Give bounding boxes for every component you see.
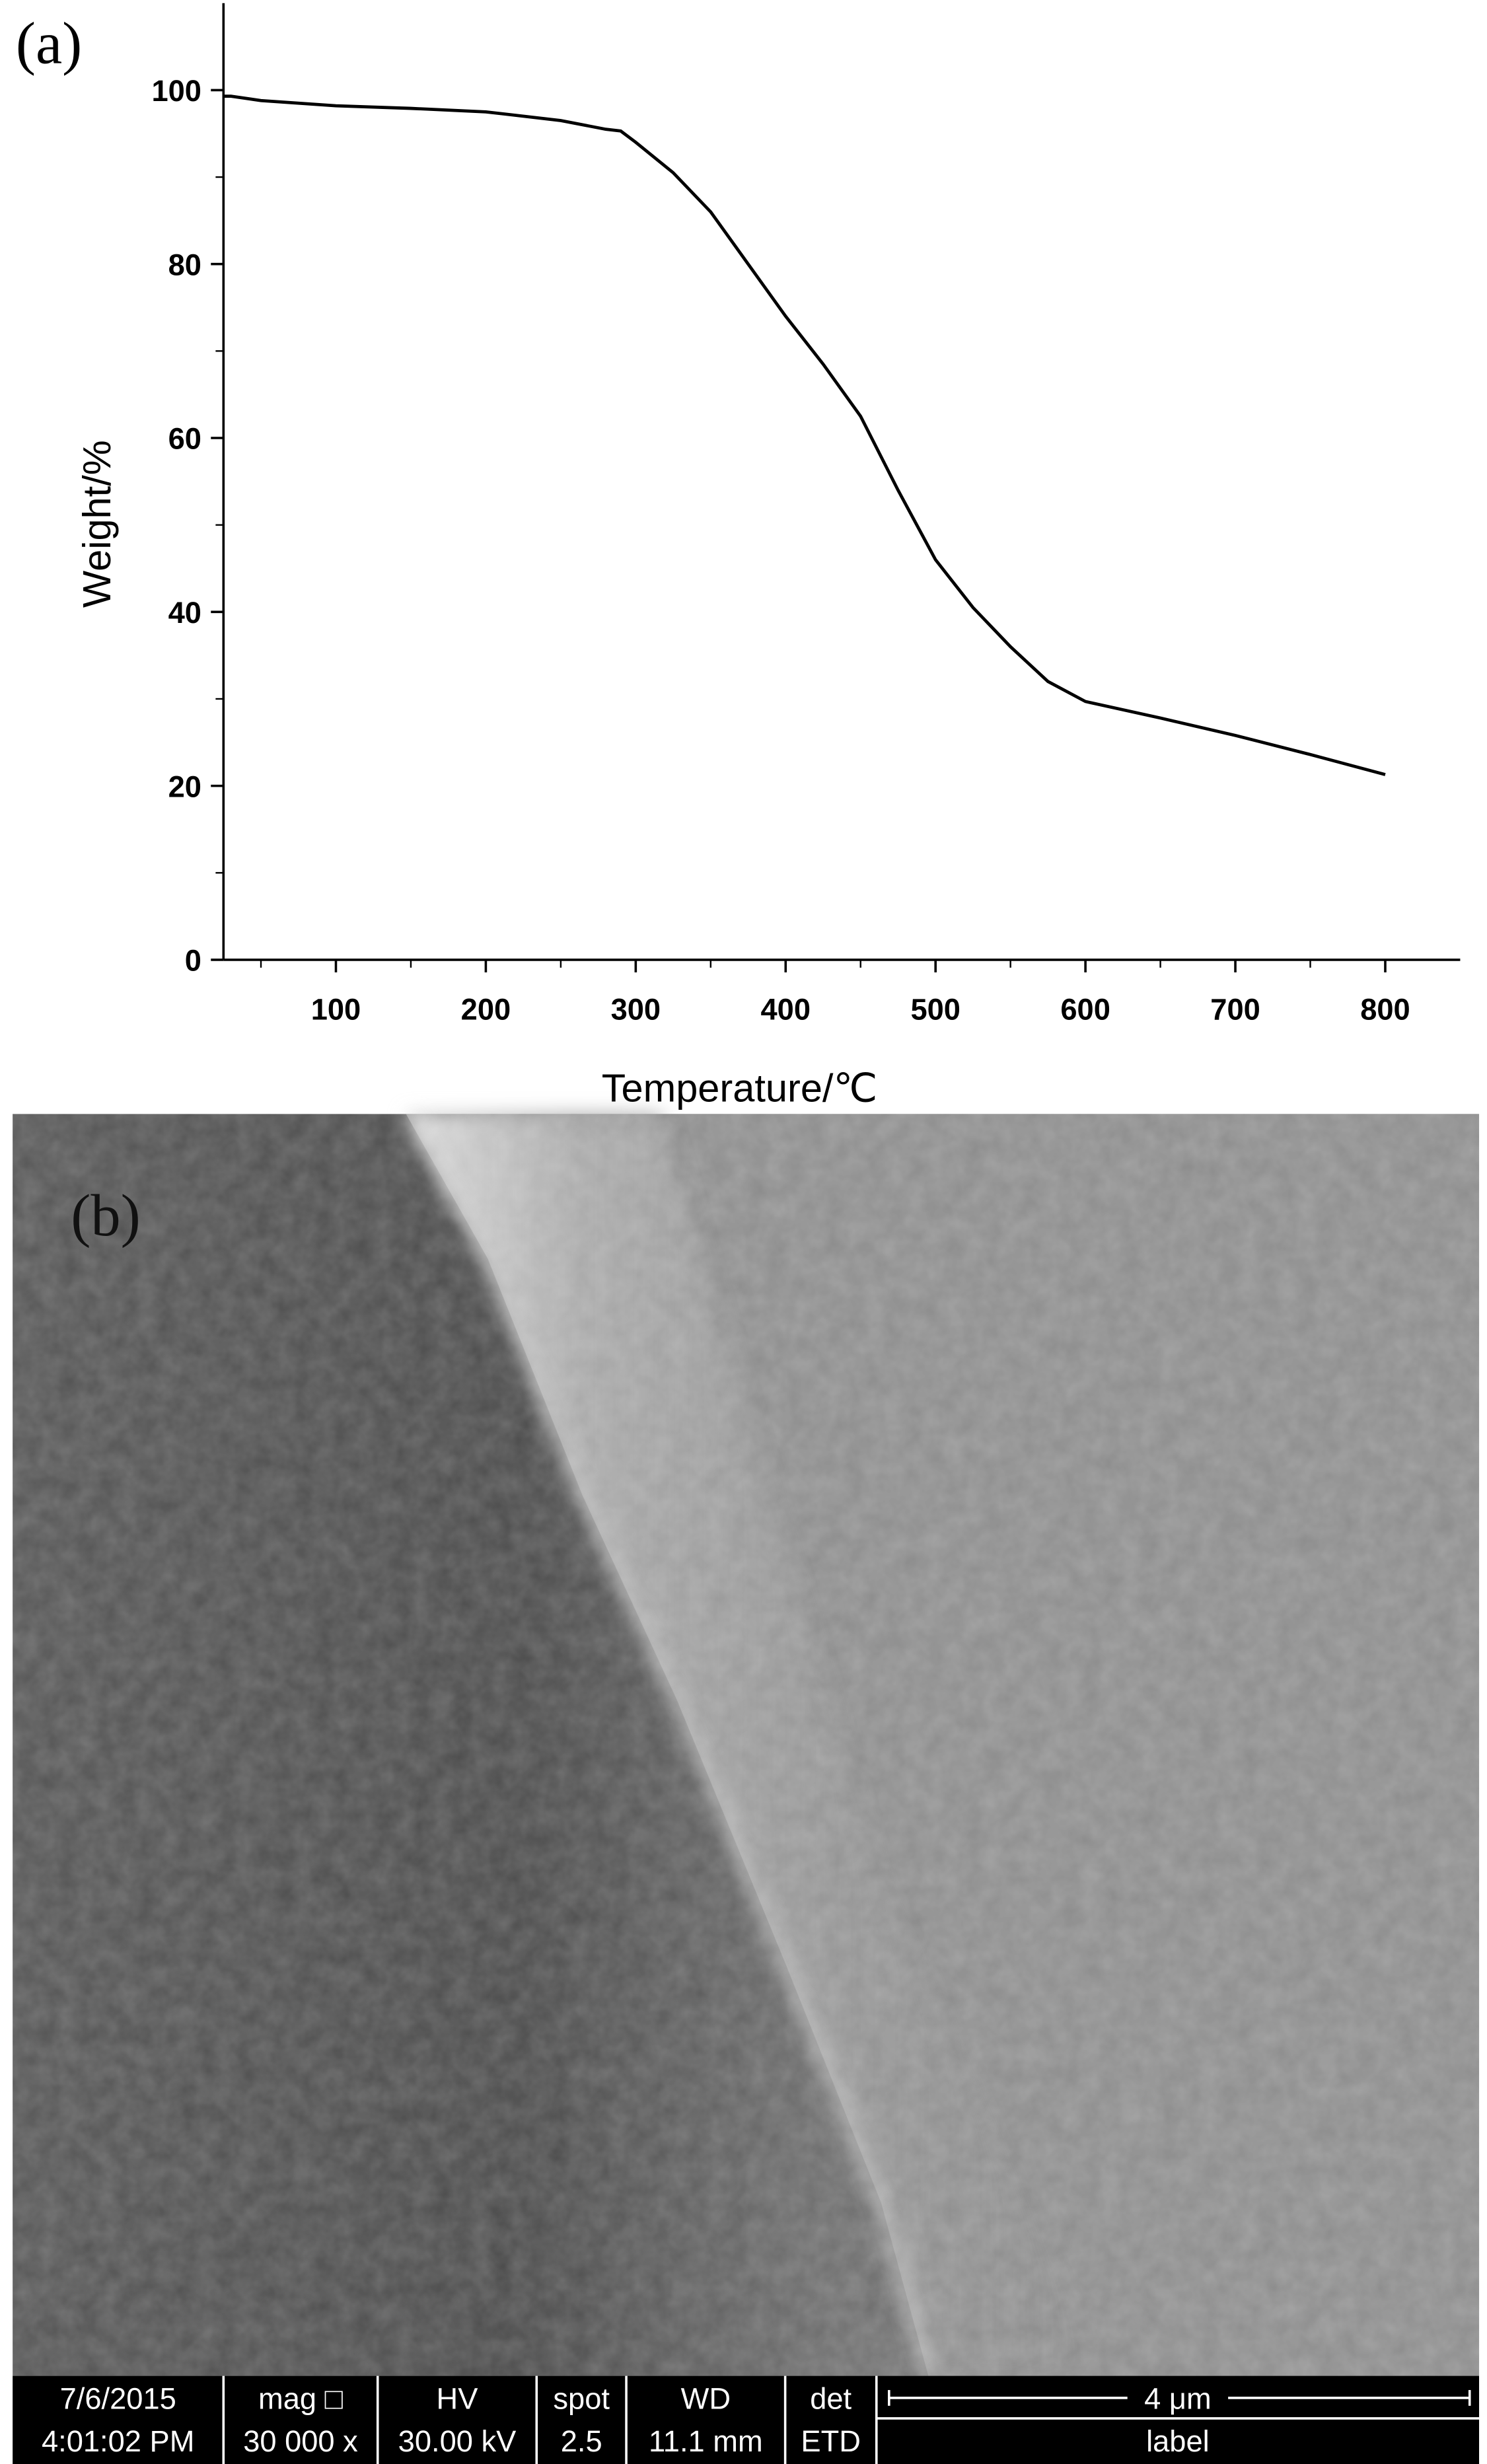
info-text: 2.5	[561, 2424, 602, 2458]
y-tick-label: 60	[168, 422, 201, 456]
info-text: 30 000 x	[243, 2424, 358, 2458]
sem-texture	[13, 1114, 1480, 2376]
x-axis-title: Temperature/℃	[602, 1066, 878, 1110]
info-bar-background	[13, 2375, 1480, 2464]
info-bar: 7/6/2015 4:01:02 PM mag □ 30 000 x HV 30.00 k…	[13, 2375, 1480, 2464]
sem-image: (b)	[13, 1112, 1480, 2377]
info-text: 30.00 kV	[398, 2424, 517, 2458]
info-text: det	[810, 2382, 852, 2416]
info-text: label	[1146, 2424, 1210, 2458]
y-axis-title: Weight/%	[75, 440, 119, 608]
panel-label: (a)	[16, 9, 82, 76]
x-tick-label: 300	[611, 992, 661, 1026]
info-text: HV	[437, 2382, 478, 2416]
panel-label: (b)	[71, 1182, 141, 1249]
x-tick-label: 200	[461, 992, 511, 1026]
y-tick-label: 80	[168, 248, 201, 281]
plot-area: 100 200 300 400 500 600 700 800 0 20 40 60 80 100	[151, 3, 1461, 1026]
y-tick-label: 40	[168, 596, 201, 630]
info-text: spot	[553, 2382, 610, 2416]
data-line	[223, 94, 1386, 776]
info-text: 4:01:02 PM	[42, 2424, 194, 2458]
info-text: ETD	[801, 2424, 861, 2458]
y-tick-label: 20	[168, 770, 201, 803]
x-tick-label: 500	[910, 992, 961, 1026]
info-text: 7/6/2015	[60, 2382, 176, 2416]
info-text: 4 μm	[1144, 2382, 1212, 2416]
info-text: WD	[681, 2382, 731, 2416]
x-tick-label: 600	[1060, 992, 1110, 1026]
scale-label-bg	[1127, 2379, 1229, 2417]
info-text: 11.1 mm	[649, 2424, 763, 2458]
x-tick-label: 100	[311, 992, 361, 1026]
y-tick-label: 100	[151, 74, 201, 108]
y-tick-label: 0	[185, 944, 201, 978]
x-tick-label: 400	[761, 992, 811, 1026]
x-tick-label: 700	[1210, 992, 1260, 1026]
info-text: mag □	[258, 2382, 344, 2416]
x-tick-label: 800	[1360, 992, 1410, 1026]
